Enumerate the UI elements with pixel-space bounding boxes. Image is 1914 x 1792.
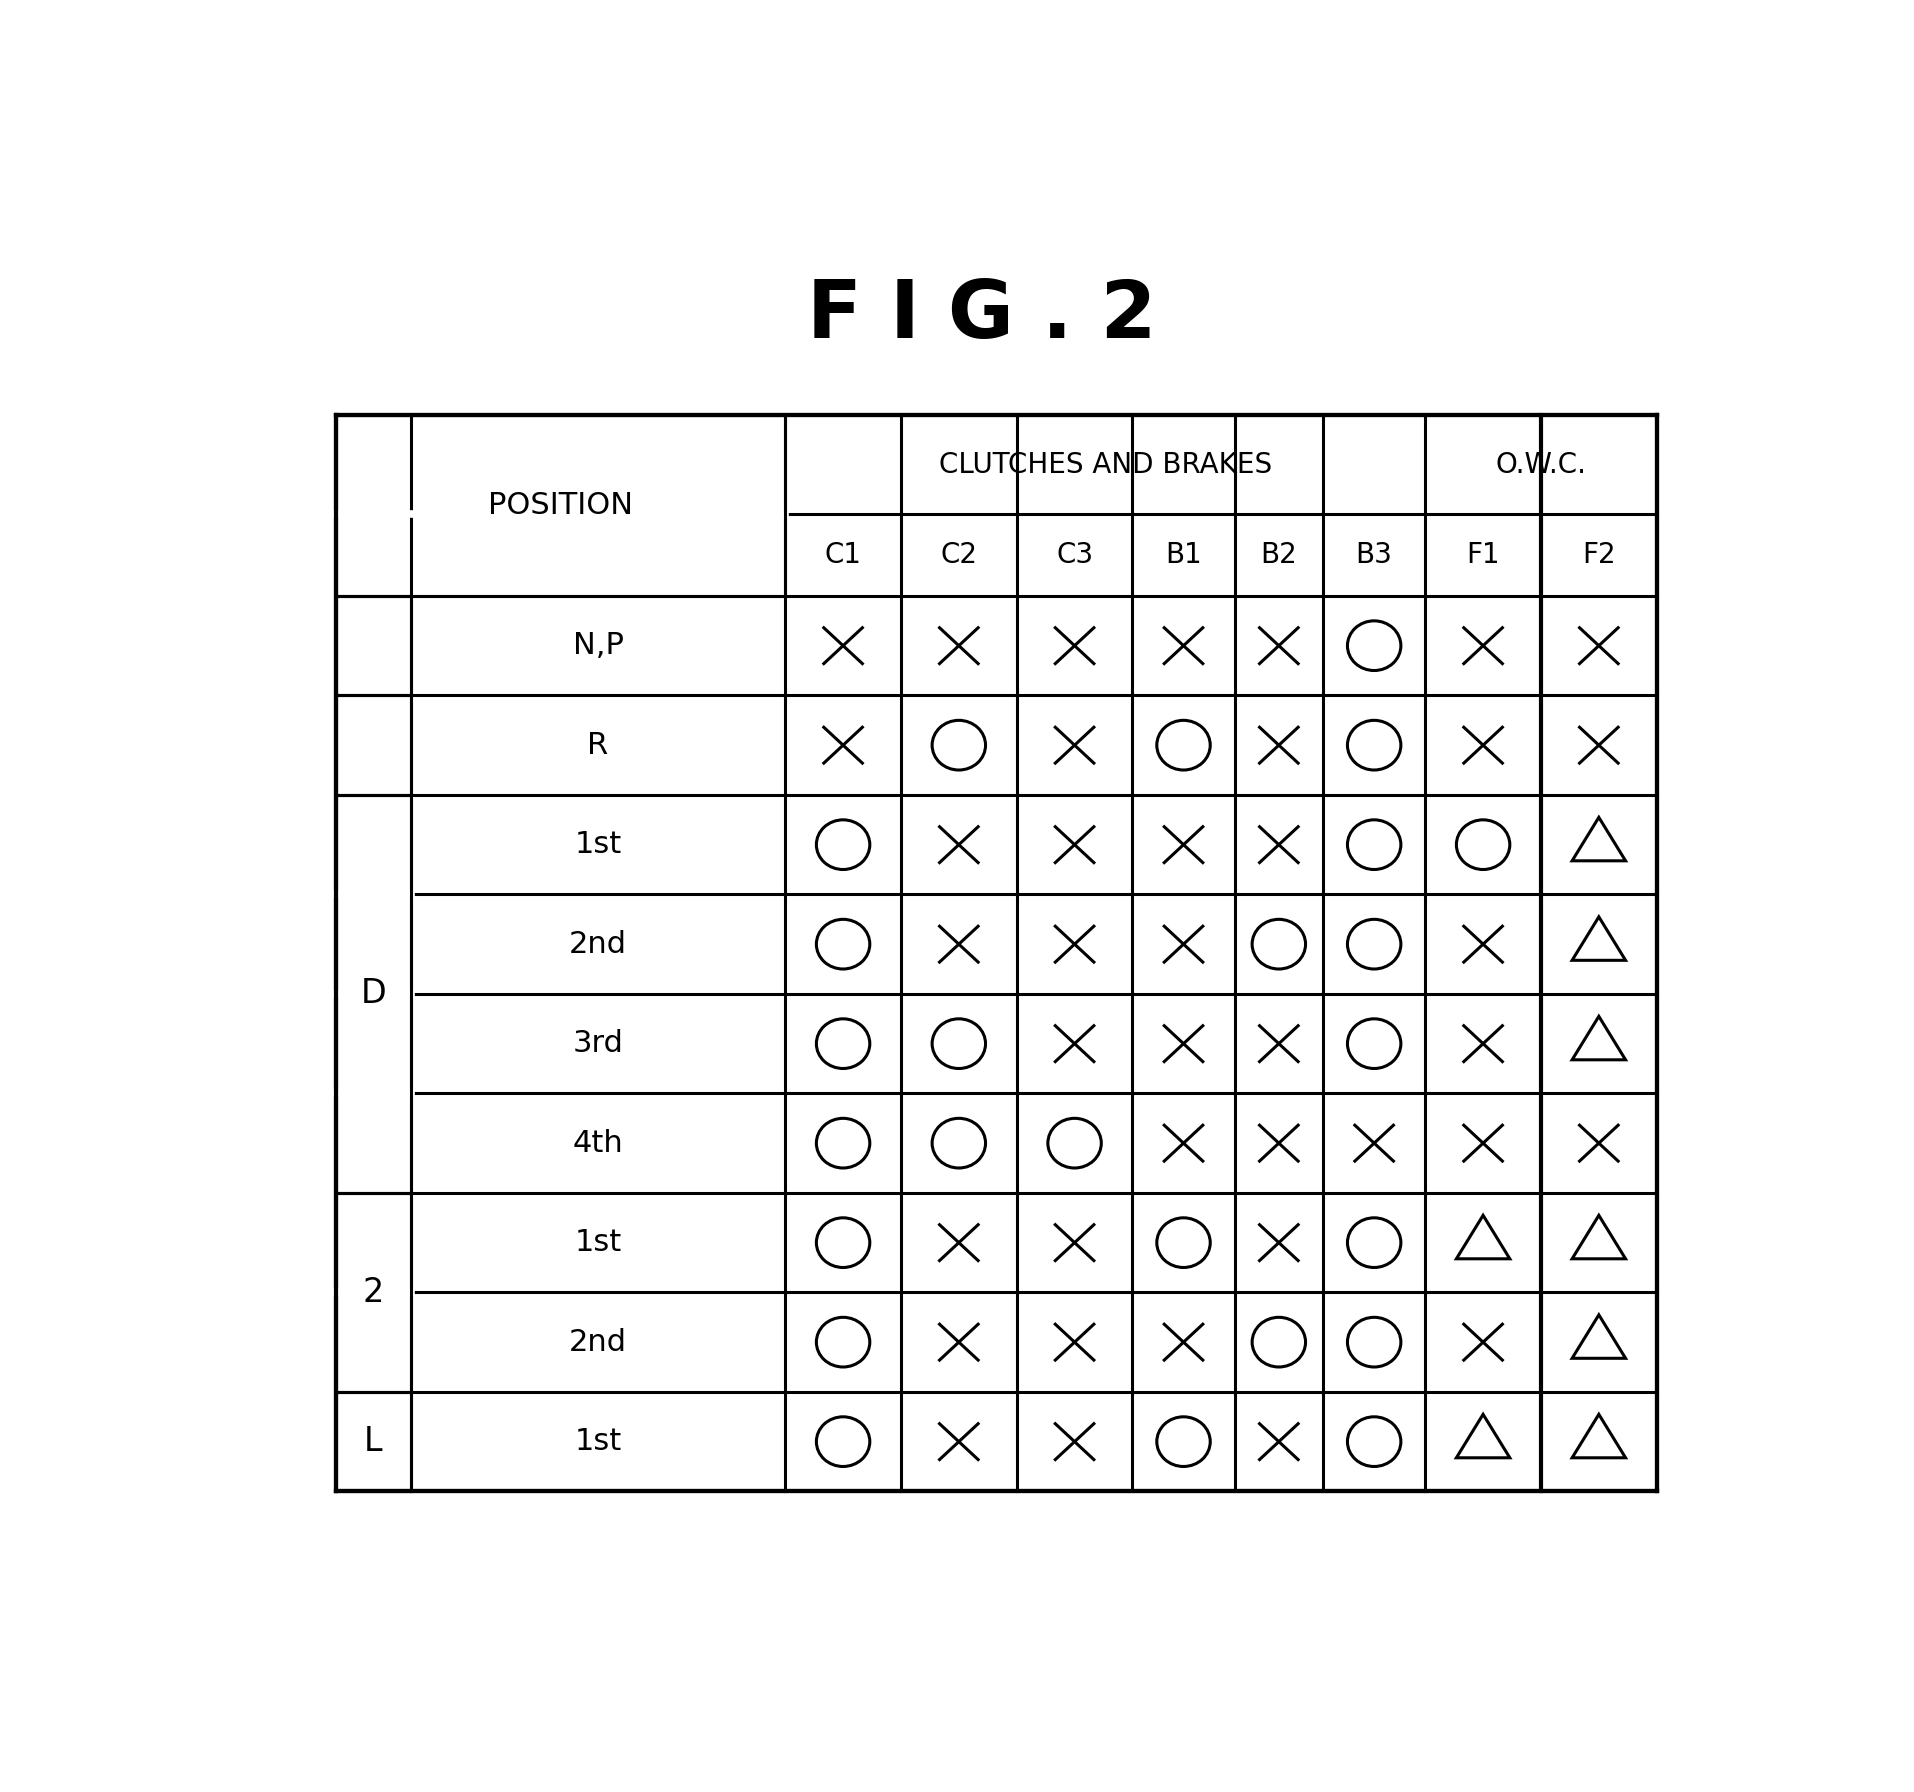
Text: O.W.C.: O.W.C. (1495, 450, 1585, 478)
Text: 2nd: 2nd (568, 930, 626, 959)
Text: D: D (360, 977, 387, 1011)
Text: 1st: 1st (574, 1228, 622, 1258)
Text: CLUTCHES AND BRAKES: CLUTCHES AND BRAKES (938, 450, 1271, 478)
Text: 1st: 1st (574, 1426, 622, 1457)
Text: F I G . 2: F I G . 2 (806, 278, 1156, 355)
Text: 1st: 1st (574, 830, 622, 858)
Text: 2nd: 2nd (568, 1328, 626, 1357)
Text: L: L (364, 1425, 383, 1459)
Text: 2: 2 (362, 1276, 385, 1308)
Text: C1: C1 (825, 541, 861, 570)
Text: C3: C3 (1055, 541, 1093, 570)
Text: B3: B3 (1355, 541, 1391, 570)
Text: F1: F1 (1466, 541, 1499, 570)
Text: F2: F2 (1581, 541, 1615, 570)
Text: N,P: N,P (572, 631, 624, 659)
Text: 3rd: 3rd (572, 1029, 624, 1057)
Text: POSITION: POSITION (488, 491, 634, 520)
Text: R: R (588, 731, 609, 760)
Text: B2: B2 (1259, 541, 1296, 570)
Text: B1: B1 (1164, 541, 1202, 570)
Text: C2: C2 (940, 541, 976, 570)
Text: 4th: 4th (572, 1129, 624, 1158)
